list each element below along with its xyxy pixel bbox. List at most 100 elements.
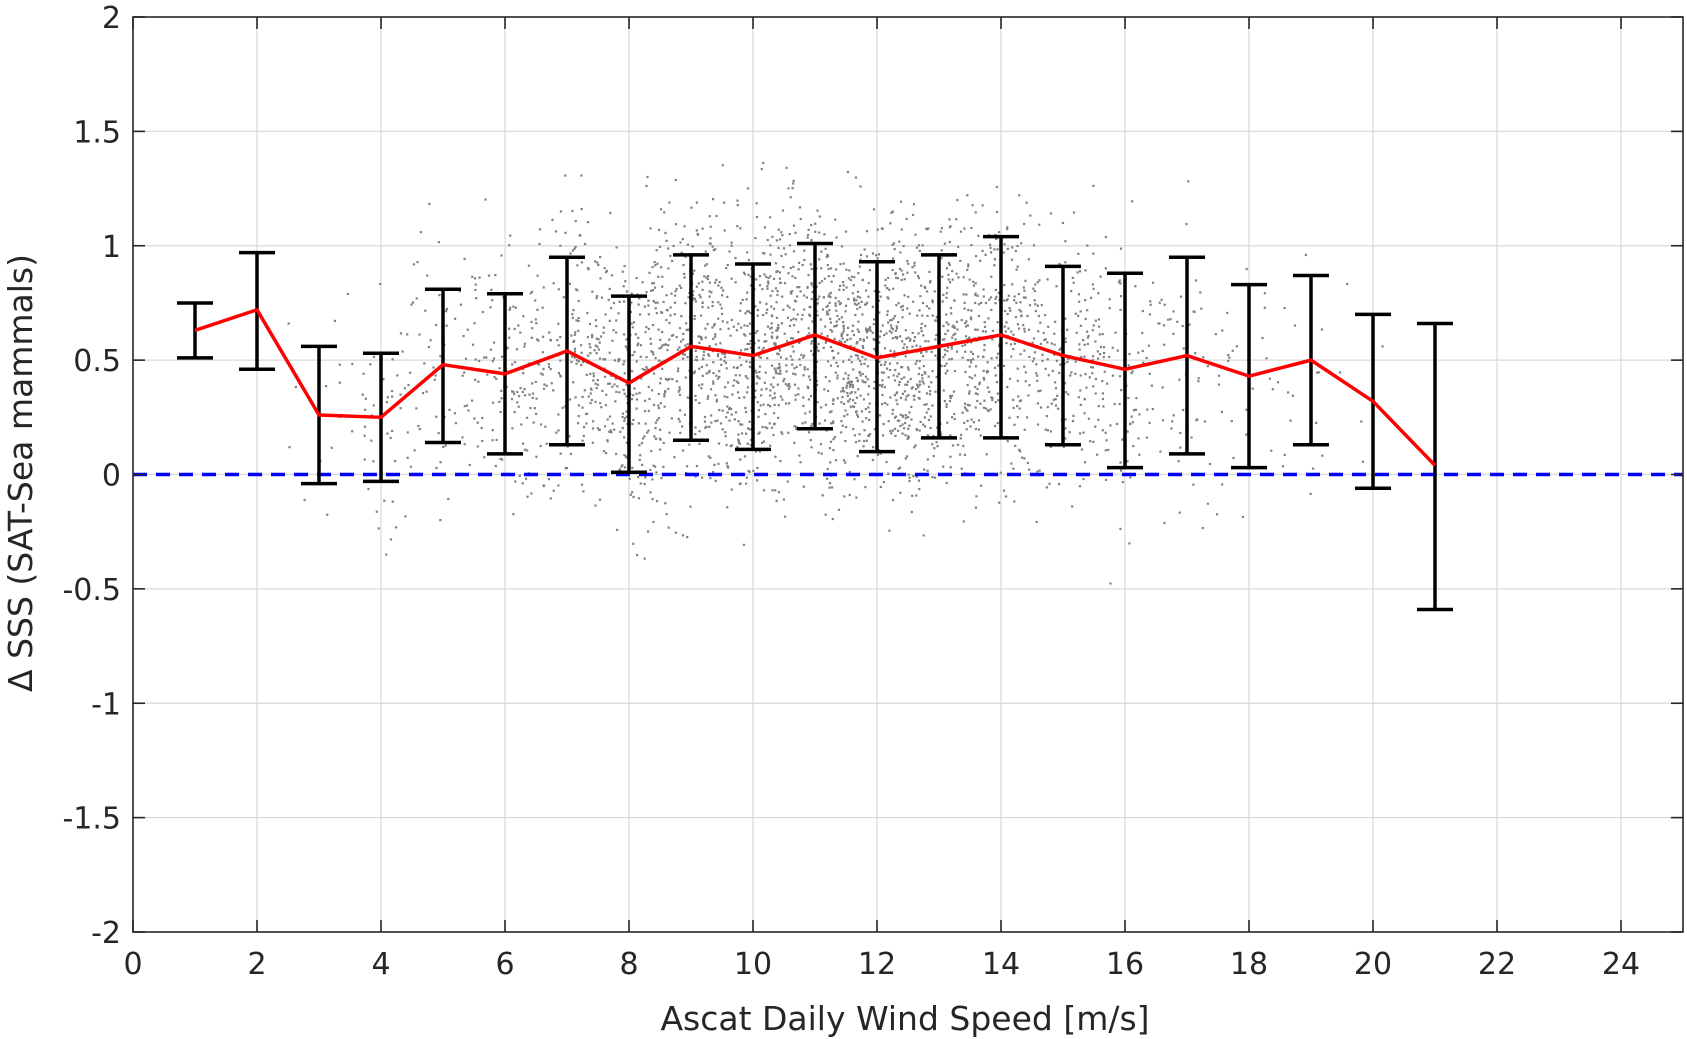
scatter-point <box>797 387 800 390</box>
scatter-point <box>1036 470 1039 473</box>
scatter-point <box>1005 321 1008 324</box>
scatter-point <box>604 404 608 407</box>
scatter-point <box>736 204 739 207</box>
scatter-point <box>1055 359 1058 363</box>
scatter-point <box>491 360 494 363</box>
scatter-point <box>852 333 856 337</box>
scatter-point <box>599 277 602 280</box>
scatter-point <box>891 210 894 213</box>
scatter-point <box>931 369 934 373</box>
scatter-point <box>819 443 823 446</box>
scatter-point <box>780 231 783 234</box>
scatter-point <box>771 489 774 492</box>
scatter-point <box>918 390 921 393</box>
scatter-point <box>529 292 532 295</box>
scatter-point <box>789 266 793 270</box>
scatter-point <box>878 311 881 314</box>
scatter-point <box>960 318 963 322</box>
scatter-point <box>1037 330 1040 333</box>
scatter-point <box>657 275 660 278</box>
scatter-point <box>711 304 714 308</box>
scatter-point <box>1077 252 1080 255</box>
scatter-point <box>737 438 740 441</box>
scatter-point <box>700 387 703 390</box>
scatter-point <box>596 345 599 348</box>
scatter-point <box>746 251 749 254</box>
scatter-point <box>512 390 515 394</box>
scatter-point <box>1002 364 1006 367</box>
scatter-point <box>778 238 782 241</box>
scatter-point <box>814 230 817 233</box>
scatter-point <box>375 510 378 513</box>
scatter-point <box>777 491 781 494</box>
scatter-point <box>828 301 831 304</box>
scatter-point <box>807 431 811 434</box>
scatter-point <box>530 320 533 323</box>
scatter-point <box>912 475 915 478</box>
scatter-point <box>803 366 806 369</box>
scatter-point <box>945 362 948 365</box>
scatter-point <box>831 517 834 521</box>
scatter-point <box>959 453 962 456</box>
scatter-point <box>631 326 634 329</box>
scatter-point <box>1094 392 1097 395</box>
scatter-point <box>959 437 962 440</box>
scatter-point <box>623 417 627 420</box>
scatter-point <box>303 498 306 502</box>
scatter-point <box>287 322 290 325</box>
scatter-point <box>485 356 488 359</box>
scatter-point <box>632 394 635 397</box>
scatter-point <box>914 271 917 274</box>
scatter-point <box>580 363 583 367</box>
scatter-point <box>907 435 910 438</box>
scatter-point <box>651 497 654 501</box>
scatter-point <box>1137 437 1140 440</box>
scatter-point <box>981 204 984 207</box>
scatter-point <box>1017 292 1020 296</box>
scatter-point <box>835 320 838 323</box>
scatter-point <box>856 415 860 418</box>
scatter-point <box>843 340 847 344</box>
scatter-point <box>777 246 780 250</box>
scatter-point <box>1119 308 1122 311</box>
scatter-point <box>1195 419 1198 422</box>
scatter-point <box>466 328 469 331</box>
scatter-point <box>559 359 562 362</box>
scatter-point <box>385 400 389 404</box>
scatter-point <box>846 333 849 337</box>
scatter-point <box>693 269 696 272</box>
scatter-point <box>891 268 894 272</box>
scatter-point <box>925 411 928 414</box>
scatter-point <box>531 382 534 385</box>
error-bar <box>983 234 1019 440</box>
scatter-point <box>824 325 827 328</box>
scatter-point <box>885 287 889 290</box>
scatter-point <box>1058 348 1061 352</box>
scatter-point <box>766 280 770 283</box>
scatter-point <box>855 376 858 380</box>
scatter-point <box>941 338 944 341</box>
scatter-point <box>754 278 758 281</box>
scatter-point <box>473 322 476 325</box>
scatter-point <box>586 311 589 315</box>
scatter-point <box>678 393 681 396</box>
scatter-point <box>333 319 337 322</box>
scatter-point <box>734 411 738 414</box>
scatter-point <box>983 343 986 347</box>
scatter-point <box>363 458 366 461</box>
scatter-point <box>523 448 527 451</box>
scatter-point <box>742 271 746 274</box>
scatter-point <box>892 374 895 377</box>
scatter-point <box>700 314 703 317</box>
scatter-point <box>853 434 857 437</box>
scatter-point <box>476 421 479 424</box>
scatter-point <box>638 458 641 462</box>
scatter-point <box>868 433 872 436</box>
scatter-point <box>990 396 993 399</box>
scatter-point <box>708 215 711 218</box>
scatter-point <box>782 498 785 501</box>
scatter-point <box>1094 377 1098 381</box>
scatter-point <box>719 358 722 361</box>
scatter-point <box>960 433 963 437</box>
scatter-point <box>1101 392 1104 395</box>
